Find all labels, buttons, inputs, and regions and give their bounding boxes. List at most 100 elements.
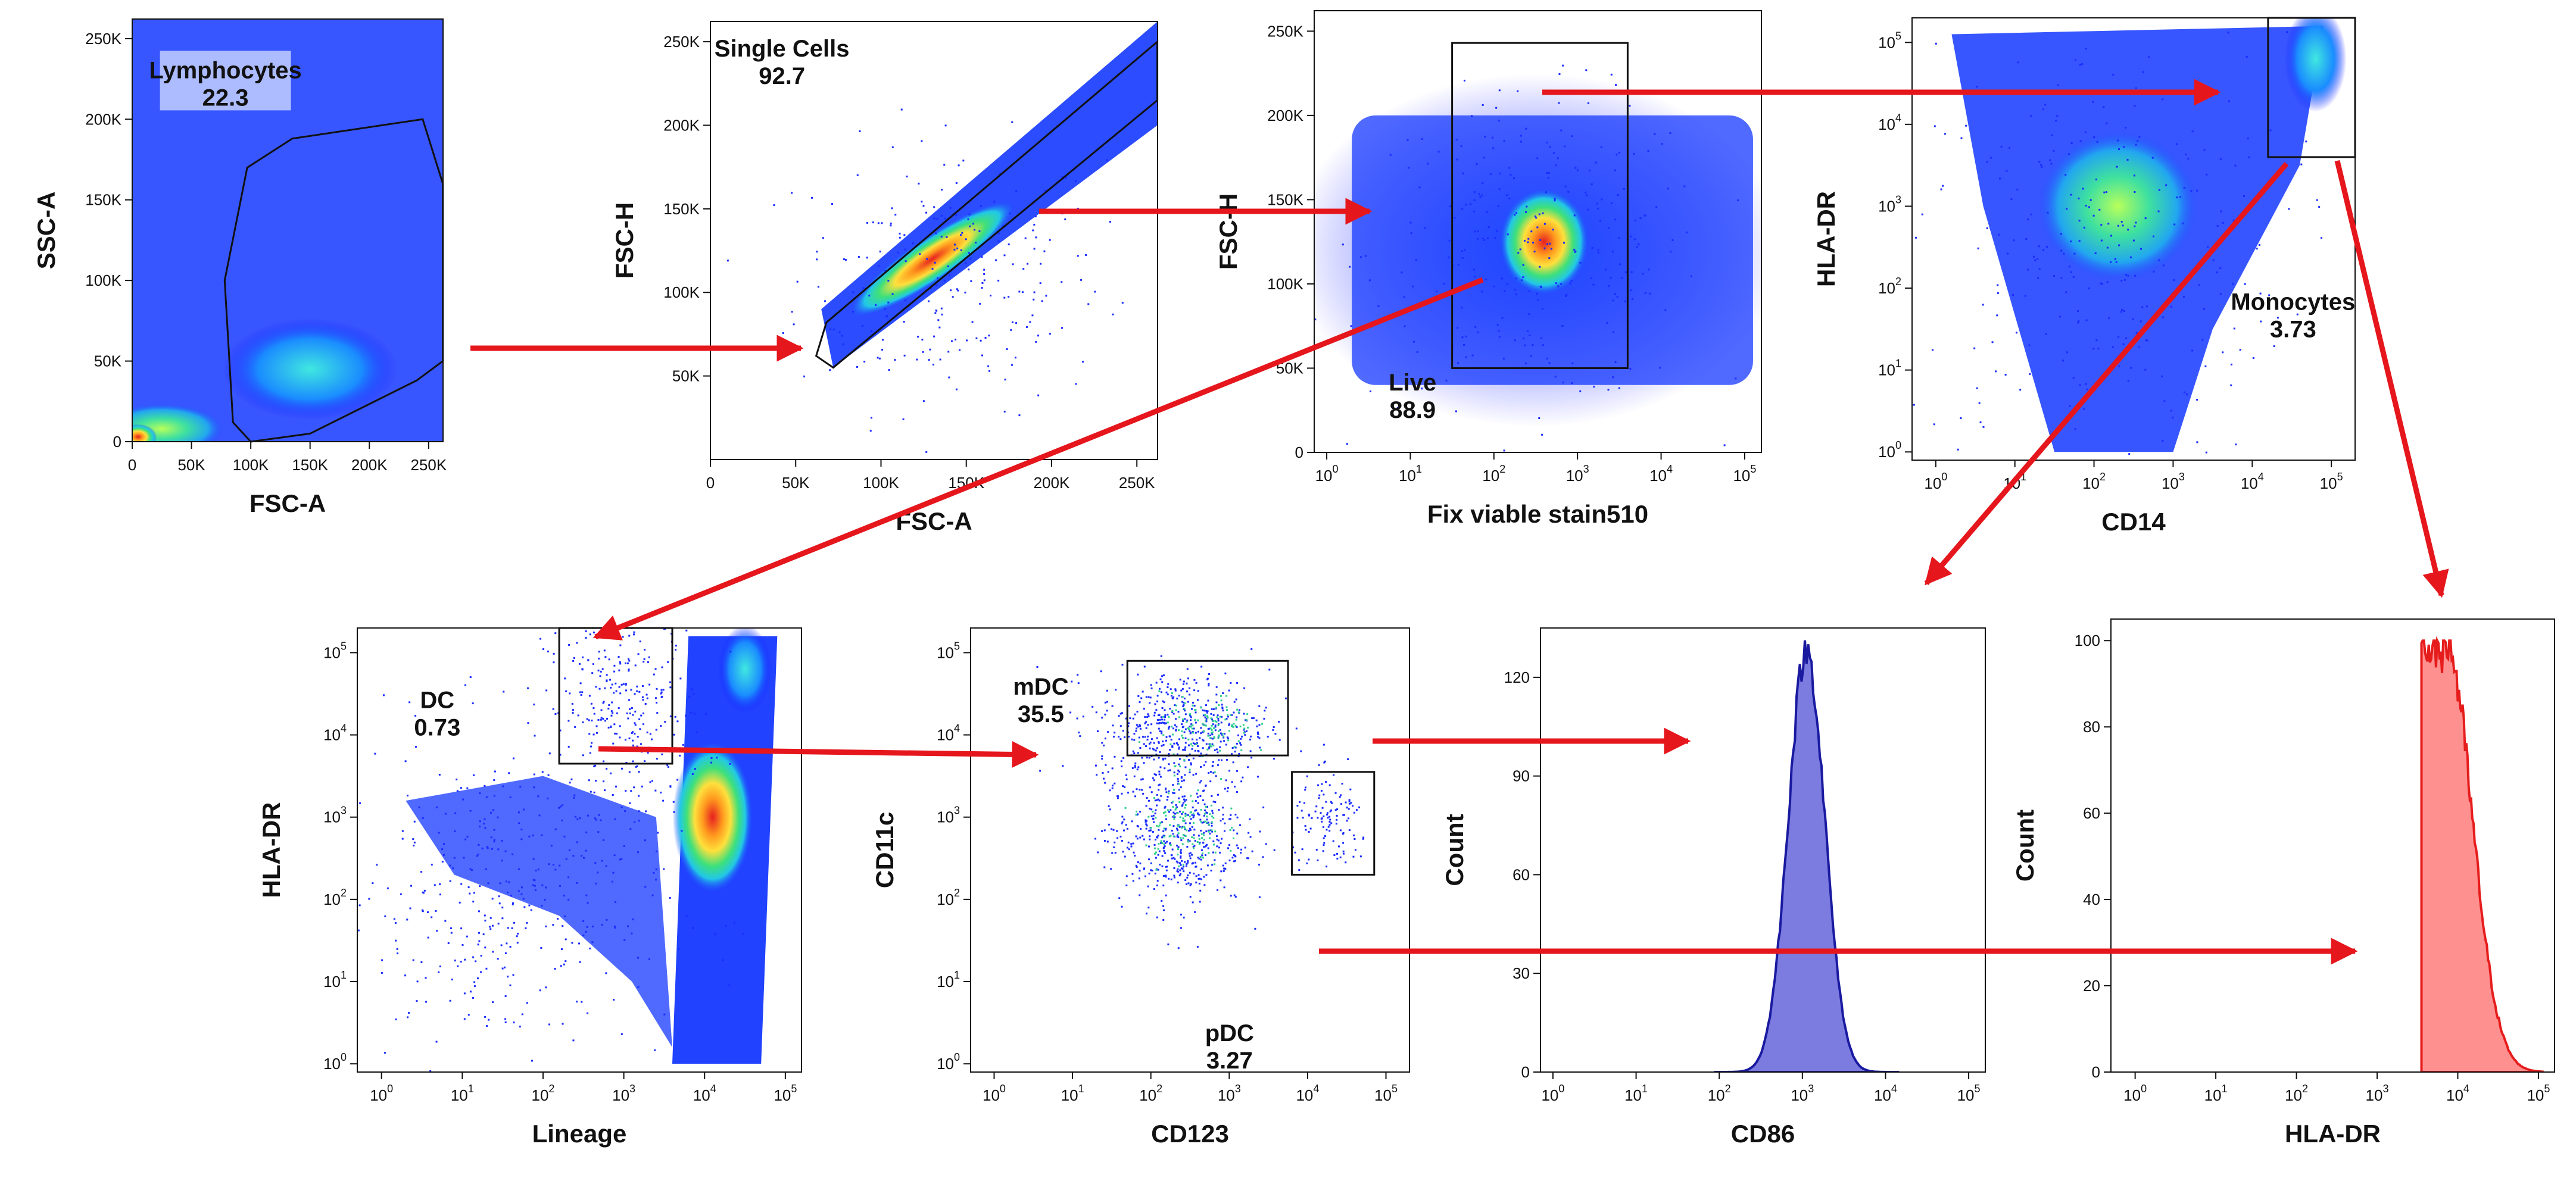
event-dot <box>619 725 621 727</box>
event-dot <box>607 726 610 729</box>
event-dot <box>2220 210 2222 213</box>
event-dot <box>1686 232 1688 234</box>
event-dot <box>1960 417 1962 420</box>
event-dot <box>1224 733 1226 735</box>
event-dot <box>1607 389 1610 391</box>
event-dot <box>673 733 675 736</box>
event-dot <box>548 1023 551 1026</box>
event-dot <box>1169 769 1171 771</box>
event-dot <box>600 717 603 719</box>
event-dot <box>1590 277 1592 279</box>
event-dot <box>260 795 261 796</box>
event-dot <box>1448 239 1451 242</box>
event-dot <box>729 651 732 653</box>
event-dot <box>1192 704 1194 707</box>
event-dot <box>1239 725 1242 727</box>
event-dot <box>1144 736 1146 738</box>
event-dot <box>1181 735 1183 737</box>
event-dot <box>1296 805 1299 807</box>
event-dot <box>382 694 385 696</box>
event-dot <box>1239 824 1241 826</box>
event-dot <box>1032 229 1034 232</box>
event-dot <box>2316 199 2318 201</box>
event-dot <box>1470 203 1472 205</box>
event-dot <box>1325 801 1327 803</box>
event-dot <box>1192 901 1194 904</box>
event-dot <box>576 882 578 884</box>
event-dot <box>463 1018 466 1020</box>
event-dot <box>1142 835 1144 837</box>
event-dot <box>2070 271 2072 273</box>
event-dot <box>2047 211 2049 214</box>
event-dot <box>1150 827 1152 829</box>
event-dot <box>578 942 581 945</box>
event-dot <box>1128 848 1130 851</box>
event-dot <box>1147 885 1149 888</box>
event-dot <box>2259 292 2262 295</box>
event-dot <box>1106 840 1109 843</box>
event-dot <box>1189 827 1191 830</box>
event-dot <box>2086 388 2088 390</box>
event-dot <box>641 685 644 687</box>
event-dot <box>591 941 594 943</box>
event-dot <box>1204 720 1206 722</box>
event-dot <box>1193 829 1196 831</box>
event-dot <box>1183 704 1185 706</box>
event-dot <box>710 761 713 764</box>
event-dot <box>1410 232 1412 235</box>
event-dot <box>1181 701 1183 703</box>
event-dot <box>2183 296 2185 298</box>
event-dot <box>1168 752 1170 755</box>
event-dot <box>1150 791 1153 793</box>
event-dot <box>1100 670 1102 673</box>
event-dot <box>1156 880 1159 882</box>
event-dot <box>1198 843 1200 845</box>
event-dot <box>1144 722 1146 724</box>
event-dot <box>351 857 353 859</box>
event-dot <box>493 840 495 843</box>
event-dot <box>620 806 623 808</box>
event-dot <box>492 951 494 953</box>
density-cloud <box>849 201 1015 317</box>
event-dot <box>1224 788 1226 790</box>
event-dot <box>693 693 695 695</box>
event-dot <box>1139 747 1142 749</box>
event-dot <box>878 264 880 267</box>
event-dot <box>651 780 654 782</box>
y-tick-label: 104 <box>1878 112 1901 133</box>
event-dot <box>2128 453 2131 455</box>
event-dot <box>494 770 496 773</box>
event-dot <box>1177 861 1179 864</box>
event-dot <box>1377 305 1380 308</box>
event-dot <box>1102 771 1104 774</box>
event-dot <box>1614 361 1617 364</box>
event-dot <box>1199 842 1201 844</box>
event-dot <box>1177 848 1179 851</box>
event-dot <box>427 936 429 939</box>
event-dot <box>498 902 501 905</box>
event-dot <box>1178 797 1180 799</box>
event-dot <box>726 260 729 262</box>
y-tick-label: 105 <box>1878 30 1901 51</box>
event-dot <box>1208 837 1211 839</box>
event-dot <box>2078 320 2080 323</box>
event-dot <box>1349 788 1352 790</box>
event-dot <box>2260 320 2262 323</box>
event-dot <box>1183 795 1186 798</box>
event-dot <box>1549 242 1551 245</box>
event-dot <box>492 809 495 811</box>
event-dot <box>955 388 958 390</box>
x-axis-label: CD86 <box>1731 1120 1795 1148</box>
event-dot <box>1106 710 1108 712</box>
event-dot <box>1227 739 1230 742</box>
event-dot <box>454 830 456 832</box>
event-dot <box>1548 362 1551 364</box>
event-dot <box>2019 389 2022 391</box>
event-dot <box>1245 718 1248 721</box>
event-dot <box>1205 704 1207 707</box>
event-dot <box>1137 726 1139 728</box>
event-dot <box>868 295 871 297</box>
event-dot <box>554 868 557 871</box>
event-dot <box>1215 686 1218 688</box>
event-dot <box>1206 715 1208 717</box>
